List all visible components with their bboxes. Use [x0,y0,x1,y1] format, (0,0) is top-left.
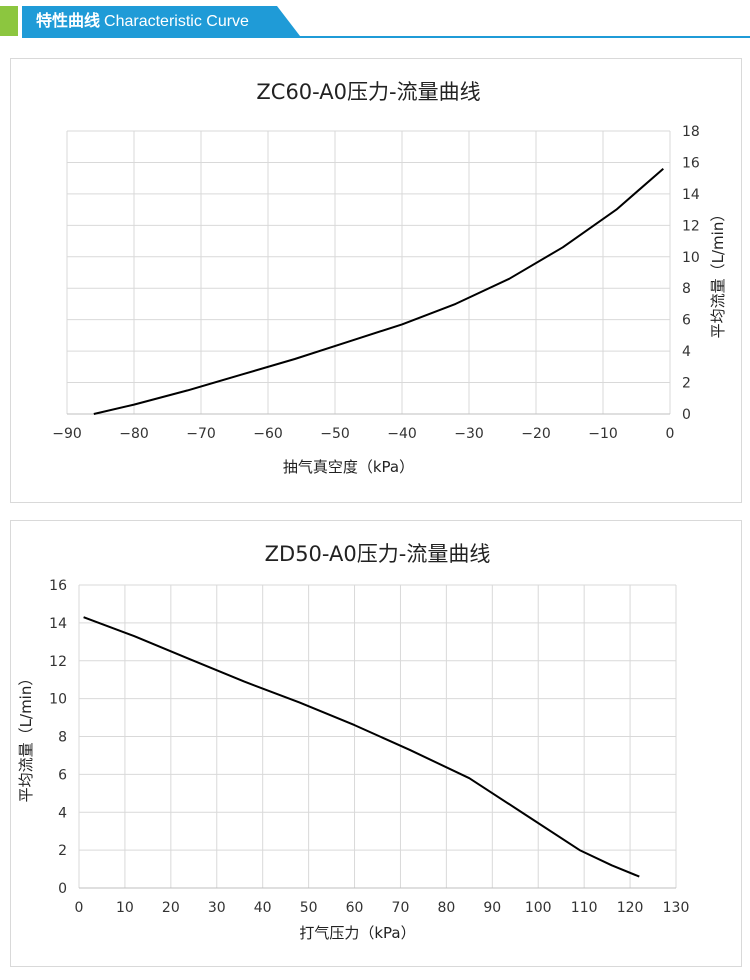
x-tick-label: −40 [387,426,417,442]
series-line [93,167,664,415]
chart-panel-zc60: ZC60-A0压力-流量曲线 −90 −80 −70 −60 −50 −40 −30 −20 −1… [10,58,742,503]
x-tick-label: −60 [253,426,283,442]
y-tick-label: 2 [58,843,67,859]
x-tick-label: 70 [392,900,410,916]
x-tick-label: −80 [119,426,149,442]
x-axis-label: 打气压力（kPa） [299,924,415,942]
header-underline [22,36,750,38]
x-tick-label: 90 [483,900,501,916]
y-tick-label: 8 [682,281,691,297]
x-tick-label: 130 [663,900,690,916]
chart-zc60: ZC60-A0压力-流量曲线 −90 −80 −70 −60 −50 −40 −30 −20 −1… [52,80,727,476]
series-line [83,616,640,878]
y-tick-label: 0 [58,881,67,897]
x-tick-label: −30 [454,426,484,442]
y-tick-label: 4 [682,344,691,360]
x-tick-label: 50 [300,900,318,916]
y-tick-label: 2 [682,376,691,392]
x-tick-label: 30 [208,900,226,916]
x-tick-label: 80 [437,900,455,916]
y-tick-label: 8 [58,730,67,746]
x-tick-label: −20 [521,426,551,442]
x-tick-label: 0 [75,900,84,916]
y-tick-label: 14 [49,616,67,632]
chart-panel-zd50: ZD50-A0压力-流量曲线 0 10 20 30 40 50 60 70 80 90 100 110 1… [10,520,742,967]
x-tick-label: −50 [320,426,350,442]
y-tick-label: 10 [682,250,700,266]
header-accent-green [0,6,18,36]
x-tick-label: −70 [186,426,216,442]
x-tick-label: 60 [346,900,364,916]
y-tick-label: 16 [49,578,67,594]
x-tick-label: 120 [617,900,644,916]
header-accent-blue [22,6,300,36]
section-title-cn: 特性曲线 [36,11,101,30]
y-tick-label: 10 [49,692,67,708]
y-tick-label: 18 [682,124,700,140]
section-title: 特性曲线 Characteristic Curve [36,6,249,36]
y-axis-label: 平均流量（L/min） [17,671,35,803]
y-tick-label: 14 [682,187,700,203]
y-tick-label: 4 [58,805,67,821]
x-tick-label: 20 [162,900,180,916]
x-tick-label: −90 [52,426,82,442]
y-tick-label: 12 [49,654,67,670]
x-tick-label: 0 [666,426,675,442]
y-tick-label: 0 [682,407,691,423]
y-tick-label: 6 [58,767,67,783]
section-header: 特性曲线 Characteristic Curve [0,0,750,40]
chart-title: ZD50-A0压力-流量曲线 [265,542,491,566]
section-title-en: Characteristic Curve [104,13,249,30]
y-tick-label: 12 [682,218,700,234]
y-tick-label: 6 [682,313,691,329]
x-tick-label: 10 [116,900,134,916]
x-tick-label: 110 [571,900,598,916]
x-tick-label: 100 [525,900,552,916]
x-tick-label: −10 [588,426,618,442]
x-axis-label: 抽气真空度（kPa） [283,458,414,476]
chart-title: ZC60-A0压力-流量曲线 [256,80,480,104]
x-tick-label: 40 [254,900,272,916]
y-tick-label: 16 [682,155,700,171]
y-axis-label: 平均流量（L/min） [709,207,727,339]
